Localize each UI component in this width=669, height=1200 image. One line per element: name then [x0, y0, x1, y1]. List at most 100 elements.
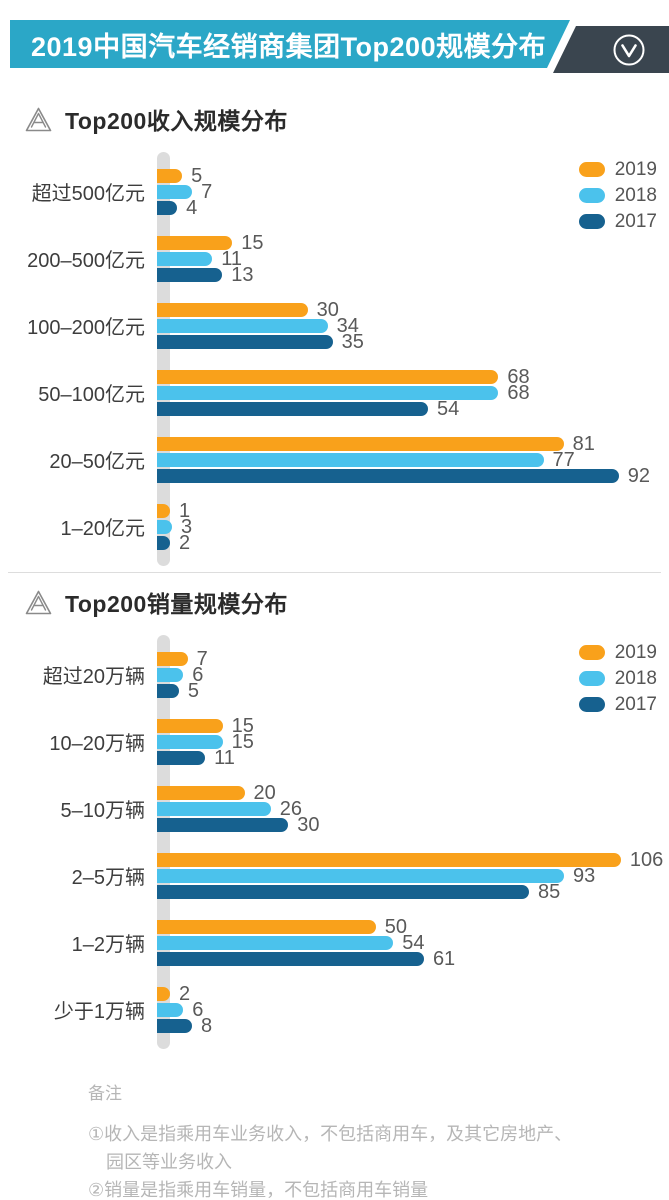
- value-label: 68: [507, 365, 530, 388]
- bar-2018: 6: [157, 665, 203, 685]
- value-label: 7: [196, 647, 208, 670]
- notes-heading: 备注: [88, 1084, 122, 1103]
- legend-swatch-2017: [578, 214, 605, 229]
- bar-2018: 11: [157, 249, 242, 269]
- bar-2017: 35: [157, 332, 364, 352]
- bar-group: 50 54 61: [157, 917, 669, 969]
- chart-row: 超过20万辆 7 6 5: [0, 641, 669, 708]
- legend: 2019 2018 2017: [578, 159, 657, 231]
- bar-group: 106 93 85: [157, 850, 669, 903]
- value-label: 93: [572, 864, 596, 887]
- bar-2019: 20: [157, 783, 276, 803]
- value-label: 7: [201, 180, 213, 203]
- chart-row: 1–2万辆 50 54 61: [0, 909, 669, 976]
- legend-label: 2019: [614, 642, 657, 663]
- legend-swatch-2017: [578, 697, 605, 712]
- category-label: 超过500亿元: [31, 183, 145, 205]
- bar-2017: 61: [157, 949, 455, 969]
- bar-group: 15 11 13: [157, 233, 669, 285]
- value-label: 13: [231, 263, 254, 286]
- bar-2018: 68: [157, 383, 530, 403]
- bar-group: 30 34 35: [157, 300, 669, 352]
- legend-label: 2019: [614, 159, 657, 180]
- bar-2018: 7: [157, 182, 212, 202]
- bar-2017: 92: [157, 466, 650, 486]
- value-label: 85: [537, 880, 561, 903]
- legend-label: 2018: [614, 668, 657, 689]
- bar-2018: 93: [157, 866, 595, 886]
- bar-2019: 1: [157, 501, 190, 521]
- bar-group: 15 15 11: [157, 714, 669, 768]
- value-label: 15: [231, 714, 254, 737]
- legend-item: 2019: [578, 159, 657, 180]
- chart-row: 200–500亿元 15 11 13: [0, 225, 669, 292]
- chart-row: 20–50亿元 81 77 92: [0, 426, 669, 493]
- legend: 2019 2018 2017: [578, 642, 657, 714]
- bar-2019: 106: [157, 850, 663, 870]
- bar-2019: 50: [157, 917, 407, 937]
- value-label: 5: [187, 679, 199, 702]
- chart-row: 少于1万辆 2 6 8: [0, 976, 669, 1043]
- triangle-logo-icon: [25, 107, 52, 132]
- bar-2019: 15: [157, 233, 264, 253]
- bar-2019: 30: [157, 300, 339, 320]
- value-label: 30: [316, 298, 339, 321]
- section-divider: [8, 572, 661, 573]
- bar-2017: 30: [157, 815, 320, 835]
- legend-swatch-2018: [578, 188, 605, 203]
- sales-section-title: Top200销量规模分布: [65, 591, 288, 617]
- category-label: 50–100亿元: [38, 384, 145, 406]
- chart-row: 超过500亿元 5 7 4: [0, 158, 669, 225]
- bar-2019: 7: [157, 649, 208, 669]
- value-label: 15: [231, 730, 254, 753]
- value-label: 81: [572, 432, 595, 455]
- bar-2018: 3: [157, 517, 192, 537]
- chart-row: 5–10万辆 20 26 30: [0, 775, 669, 842]
- notes-block: 备注 ①收入是指乘用车业务收入，不包括商用车，及其它房地产、 园区等业务收入 ②…: [88, 1079, 669, 1200]
- page-title: 2019中国汽车经销商集团Top200规模分布: [31, 31, 547, 62]
- legend-item: 2018: [578, 668, 657, 689]
- category-label: 100–200亿元: [27, 317, 145, 339]
- bar-2018: 77: [157, 450, 575, 470]
- category-label: 20–50亿元: [49, 451, 145, 473]
- bar-2019: 2: [157, 984, 190, 1004]
- bar-2017: 11: [157, 748, 235, 768]
- chart-row: 1–20亿元 1 3 2: [0, 493, 669, 560]
- legend-swatch-2019: [578, 162, 605, 177]
- bar-2018: 34: [157, 316, 359, 336]
- bar-group: 68 68 54: [157, 367, 669, 419]
- value-label: 11: [214, 746, 235, 769]
- chart-row: 2–5万辆 106 93 85: [0, 842, 669, 909]
- bar-group: 81 77 92: [157, 434, 669, 486]
- category-label: 2–5万辆: [71, 867, 145, 889]
- value-label: 106: [629, 848, 664, 871]
- category-label: 1–20亿元: [60, 518, 146, 540]
- value-label: 30: [297, 813, 320, 836]
- value-label: 77: [552, 448, 575, 471]
- bar-2017: 54: [157, 399, 459, 419]
- chevron-down-icon[interactable]: [612, 33, 646, 67]
- revenue-section-title: Top200收入规模分布: [65, 108, 288, 134]
- value-label: 35: [341, 330, 364, 353]
- category-label: 超过20万辆: [42, 666, 145, 688]
- value-label: 5: [191, 164, 203, 187]
- bar-2018: 6: [157, 1000, 203, 1020]
- value-label: 54: [437, 397, 460, 420]
- legend-item: 2019: [578, 642, 657, 663]
- value-label: 54: [402, 931, 425, 954]
- value-label: 1: [179, 499, 191, 522]
- bar-2017: 8: [157, 1016, 212, 1036]
- legend-item: 2017: [578, 212, 657, 231]
- header-title-ribbon: 2019中国汽车经销商集团Top200规模分布: [10, 20, 570, 68]
- bar-2019: 81: [157, 434, 595, 454]
- bar-2019: 68: [157, 367, 530, 387]
- category-label: 5–10万辆: [60, 800, 146, 822]
- bar-2017: 13: [157, 265, 254, 285]
- category-label: 1–2万辆: [71, 934, 145, 956]
- note-line: ①收入是指乘用车业务收入，不包括商用车，及其它房地产、: [88, 1124, 573, 1144]
- value-label: 2: [179, 982, 191, 1005]
- value-label: 11: [221, 247, 242, 270]
